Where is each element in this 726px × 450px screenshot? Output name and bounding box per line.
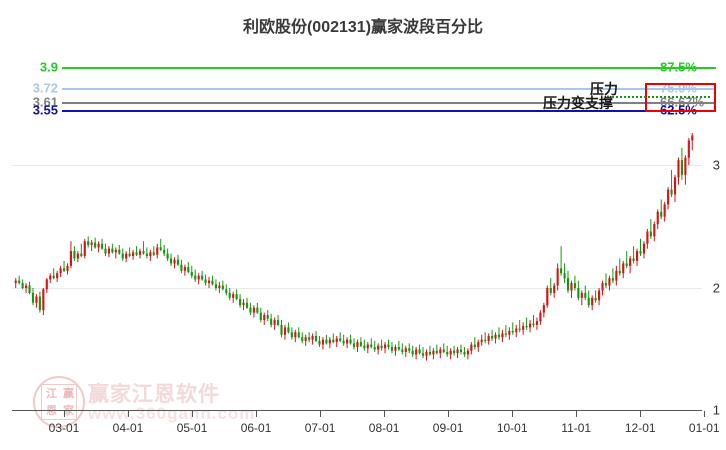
x-axis-label: 09-01 [432, 421, 464, 435]
level-price-label-2: 3.61 [32, 94, 58, 110]
page-title: 利欧股份(002131)赢家波段百分比 [0, 13, 726, 37]
annotation-pressure-to-support: 压力变支撑 [543, 95, 613, 111]
x-axis-tick [640, 411, 642, 417]
x-axis-label: 07-01 [304, 421, 336, 435]
watermark-brand: 赢家江恩软件 [88, 383, 220, 406]
chart-title-text: 利欧股份(002131)赢家波段百分比 [242, 19, 484, 36]
x-axis-label: 11-01 [561, 421, 592, 435]
x-axis-line [12, 410, 702, 411]
level-line-75.0 [62, 88, 716, 90]
x-axis-tick [128, 411, 130, 417]
dotted-green-level-line [612, 96, 710, 98]
level-line-66.67 [62, 102, 716, 104]
x-axis-tick [192, 411, 194, 417]
level-percent-label-2: 66.67% [660, 94, 705, 110]
level-percent-label-0: 87.5% [660, 59, 697, 75]
watermark-url: www.360gann.com [88, 404, 256, 423]
x-axis-tick [512, 411, 514, 417]
y-axis-label: 2 [712, 280, 720, 296]
level-price-label-3: 3.55 [32, 102, 58, 118]
x-axis-tick [320, 411, 322, 417]
watermark-seal-logo: 江 赢 恩 家 [33, 376, 85, 428]
y-axis-label: 1 [712, 402, 720, 418]
x-axis-label: 01-01 [688, 421, 720, 435]
x-axis-tick [384, 411, 386, 417]
x-axis-label: 08-01 [368, 421, 400, 435]
grid-line [12, 165, 702, 166]
x-axis-label: 12-01 [624, 421, 656, 435]
x-axis-tick [64, 411, 65, 417]
x-axis-label: 05-01 [176, 421, 208, 435]
level-line-87.5 [62, 67, 716, 69]
x-axis-tick [448, 411, 450, 417]
x-axis-tick [576, 411, 578, 417]
level-price-label-0: 3.9 [39, 59, 58, 75]
grid-line [12, 288, 702, 289]
x-axis-label: 03-01 [48, 421, 80, 435]
y-axis-label: 3 [712, 157, 720, 173]
x-axis-label: 06-01 [240, 421, 272, 435]
x-axis-tick [256, 411, 258, 417]
x-axis-label: 04-01 [112, 421, 144, 435]
level-line-62.5 [62, 110, 716, 112]
x-axis-label: 10-01 [496, 421, 528, 435]
annotation-pressure: 压力 [590, 81, 618, 97]
x-axis-tick [704, 411, 706, 417]
level-price-label-1: 3.72 [32, 80, 58, 96]
